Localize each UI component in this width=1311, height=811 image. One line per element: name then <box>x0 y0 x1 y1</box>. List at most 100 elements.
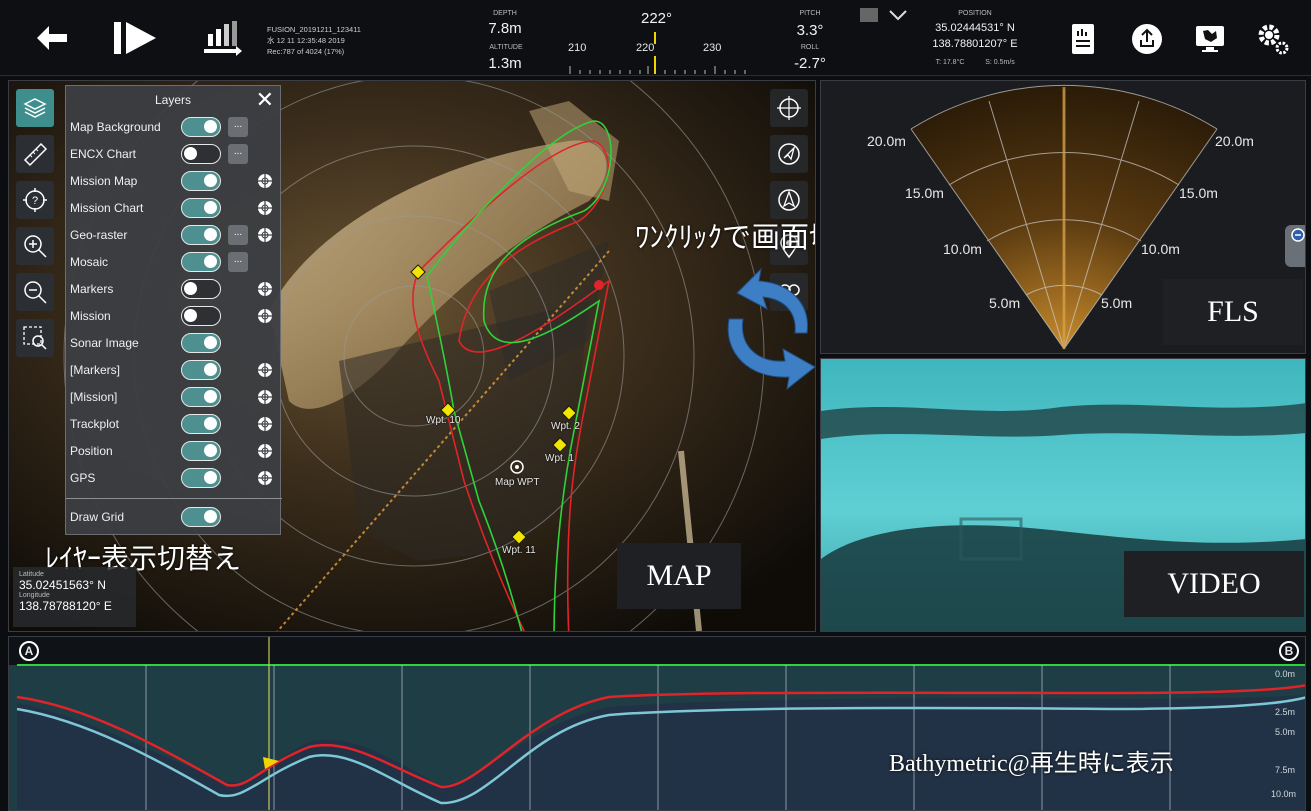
zoom-region-icon <box>23 326 47 350</box>
depth-tick: 10.0m <box>1271 789 1297 799</box>
layer-toggle[interactable] <box>181 252 221 272</box>
bathymetric-panel[interactable]: A B 0.0m 2.5m 5.0m 7.5m 10.0m Bathymetri… <box>8 636 1306 811</box>
layer-row: Mosaic... <box>66 249 282 276</box>
layer-target-icon[interactable] <box>256 361 274 379</box>
layer-row: [Markers] <box>66 357 282 384</box>
layer-name: [Markers] <box>70 363 121 377</box>
fls-range-label: 20.0m <box>867 133 906 149</box>
layer-target-icon[interactable] <box>256 307 274 325</box>
share-icon[interactable] <box>1130 22 1164 56</box>
zoom-in-button[interactable] <box>16 227 54 265</box>
layer-row: Mission Map <box>66 168 282 195</box>
map-pin-icon <box>780 234 798 259</box>
position-lat: 35.02444531° N <box>935 22 1015 34</box>
layer-name: Mosaic <box>70 255 109 269</box>
layer-row-draw-grid: Draw Grid <box>66 504 282 531</box>
compass-tick-230: 230 <box>703 42 722 54</box>
close-icon[interactable]: ✕ <box>255 87 274 112</box>
add-marker-button[interactable] <box>770 227 808 265</box>
layer-toggle[interactable] <box>181 468 221 488</box>
layer-target-icon[interactable] <box>256 469 274 487</box>
map-display-icon[interactable] <box>1193 22 1227 56</box>
layer-toggle[interactable] <box>181 171 221 191</box>
play-step-icon[interactable] <box>110 0 160 76</box>
layer-options-button[interactable]: ... <box>228 117 248 137</box>
layers-panel: Layers ✕ Map Background... ENCX Chart... M… <box>65 85 282 535</box>
help-locate-button[interactable]: ? <box>16 181 54 219</box>
roll-value: -2.7° <box>794 55 826 72</box>
map-panel[interactable]: Wpt. 10 Wpt. 2 Wpt. 1 Map WPT Wpt. 11 ? <box>8 80 816 632</box>
settings-gear-icon[interactable] <box>1256 22 1290 56</box>
fls-range-label: 10.0m <box>1141 241 1180 257</box>
layer-toggle[interactable] <box>181 225 221 245</box>
top-toolbar: FUSION_20191211_123411 水 12 11 12:35:48 … <box>0 0 1311 76</box>
draw-grid-toggle[interactable] <box>181 507 221 527</box>
switch-caption: ﾜﾝｸﾘｯｸで画面切替 <box>635 220 815 254</box>
layer-target-icon[interactable] <box>256 442 274 460</box>
layer-toggle[interactable] <box>181 198 221 218</box>
layer-target-icon[interactable] <box>256 280 274 298</box>
map-panel-label: MAP <box>617 543 741 609</box>
depth-tick: 0.0m <box>1275 669 1296 679</box>
layer-target-icon[interactable] <box>256 172 274 190</box>
north-up-button[interactable] <box>770 181 808 219</box>
layer-target-icon[interactable] <box>256 388 274 406</box>
waypoint-label: Wpt. 1 <box>545 453 574 464</box>
longitude-value: 138.78788120° E <box>19 599 112 613</box>
heading-up-button[interactable] <box>770 135 808 173</box>
layer-name: Mission <box>70 309 111 323</box>
export-data-icon[interactable] <box>198 0 246 76</box>
depth-label: DEPTH <box>493 10 517 17</box>
marker-a[interactable]: A <box>19 641 39 661</box>
layer-toggle[interactable] <box>181 144 221 164</box>
fls-range-label: 20.0m <box>1215 133 1254 149</box>
side-drawer-handle[interactable] <box>1285 225 1305 267</box>
layer-target-icon[interactable] <box>256 226 274 244</box>
layer-target-icon[interactable] <box>256 199 274 217</box>
fls-range-label: 15.0m <box>1179 185 1218 201</box>
layer-toggle[interactable] <box>181 306 221 326</box>
fls-panel[interactable]: 20.0m 20.0m 15.0m 15.0m 10.0m 10.0m 5.0m… <box>820 80 1306 354</box>
bathymetric-caption: Bathymetric@再生時に表示 <box>889 751 1174 777</box>
switch-view-icon <box>1291 228 1305 242</box>
layer-toggle[interactable] <box>181 279 221 299</box>
layer-toggle[interactable] <box>181 441 221 461</box>
view-mode-dropdown[interactable] <box>860 8 910 24</box>
fls-range-label: 5.0m <box>989 295 1021 311</box>
switch-arrows-icon <box>727 267 815 391</box>
zoom-out-button[interactable] <box>16 273 54 311</box>
cursor-position-readout: Latitude 35.02451563° N Longitude 138.78… <box>13 567 136 627</box>
layer-toggle[interactable] <box>181 360 221 380</box>
marker-b[interactable]: B <box>1279 641 1299 661</box>
speed-readout: S: 0.5m/s <box>985 59 1015 66</box>
measure-button[interactable] <box>16 135 54 173</box>
layer-toggle[interactable] <box>181 387 221 407</box>
bathymetric-profile <box>9 637 1305 810</box>
ruler-icon <box>23 142 48 167</box>
compass-tick-210: 210 <box>568 42 587 54</box>
layers-button[interactable] <box>16 89 54 127</box>
zoom-region-button[interactable] <box>16 319 54 357</box>
layer-row: Mission Chart <box>66 195 282 222</box>
zoom-out-icon <box>24 281 47 304</box>
zoom-in-icon <box>24 235 47 258</box>
video-panel[interactable]: VIDEO <box>820 358 1306 632</box>
depth-tick: 7.5m <box>1275 765 1296 775</box>
back-icon[interactable] <box>30 0 74 76</box>
layers-icon <box>23 98 47 118</box>
heading-value: 222° <box>641 10 673 27</box>
layer-target-icon[interactable] <box>256 415 274 433</box>
center-position-button[interactable] <box>770 89 808 127</box>
layer-toggle[interactable] <box>181 333 221 353</box>
layer-row: [Mission] <box>66 384 282 411</box>
layer-name: Geo-raster <box>70 228 128 242</box>
layer-options-button[interactable]: ... <box>228 144 248 164</box>
position-label: POSITION <box>958 10 992 17</box>
layer-options-button[interactable]: ... <box>228 225 248 245</box>
report-icon[interactable] <box>1066 22 1100 56</box>
layer-options-button[interactable]: ... <box>228 252 248 272</box>
layer-name: ENCX Chart <box>70 147 137 161</box>
forward-looking-sonar <box>910 84 1218 350</box>
layer-toggle[interactable] <box>181 117 221 137</box>
layer-toggle[interactable] <box>181 414 221 434</box>
